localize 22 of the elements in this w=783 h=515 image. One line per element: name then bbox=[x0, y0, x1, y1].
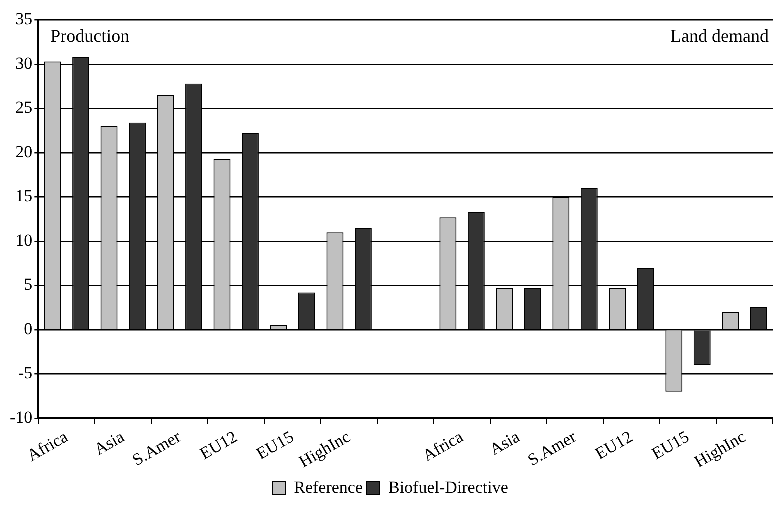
legend-label: Reference bbox=[294, 478, 363, 497]
annotation: Production bbox=[50, 26, 130, 46]
y-tick-label: 30 bbox=[16, 54, 33, 73]
x-tick-label: Asia bbox=[91, 426, 128, 460]
y-tick-label: 10 bbox=[16, 230, 33, 250]
y-tick-label: 5 bbox=[24, 275, 33, 294]
y-tick-label: 20 bbox=[16, 142, 33, 162]
y-tick-label: -10 bbox=[10, 408, 33, 427]
x-tick-label: EU12 bbox=[196, 427, 241, 464]
y-tick-label: 25 bbox=[16, 98, 33, 118]
x-tick-label: EU15 bbox=[253, 427, 298, 464]
x-tick-label: EU15 bbox=[648, 427, 693, 464]
y-tick-label: 15 bbox=[16, 186, 33, 206]
x-tick-label: Africa bbox=[24, 426, 72, 466]
y-tick-label: 35 bbox=[16, 10, 33, 29]
y-tick-label: -5 bbox=[18, 364, 33, 383]
y-tick-label: 0 bbox=[24, 319, 33, 338]
x-tick-label: Africa bbox=[419, 426, 467, 466]
legend-label: Biofuel-Directive bbox=[388, 478, 508, 497]
x-tick-label: EU12 bbox=[592, 427, 636, 464]
annotation: Land demand bbox=[670, 26, 769, 46]
x-tick-label: Asia bbox=[486, 426, 524, 460]
